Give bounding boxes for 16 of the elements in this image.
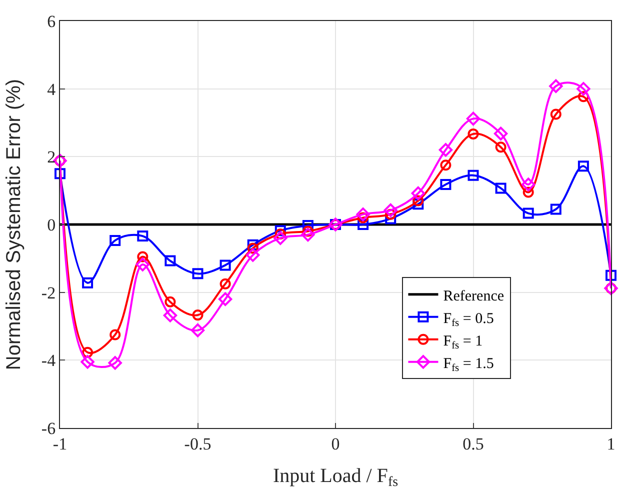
legend-label: Reference	[443, 288, 504, 304]
x-axis-title: Input Load / F$_{fs}$	[272, 464, 398, 490]
y-axis-title: Normalised Systematic Error (%)	[2, 78, 25, 370]
y-tick-label: -4	[41, 351, 56, 370]
legend-label: F$_{fs}$ = 1	[443, 333, 483, 352]
x-tick-label: -0.5	[184, 434, 212, 454]
legend-label: F$_{fs}$ = 0.5	[443, 310, 494, 329]
x-tick-label: 0.5	[462, 434, 484, 454]
x-tick-label: 0	[331, 434, 340, 454]
y-tick-label: -2	[41, 283, 56, 302]
x-tick-label: 1	[606, 434, 616, 454]
legend-label: F$_{fs}$ = 1.5	[443, 356, 494, 374]
y-tick-label: 2	[47, 148, 56, 167]
y-tick-label: 0	[47, 215, 56, 234]
y-tick-label: 6	[47, 12, 56, 31]
y-tick-label: 4	[47, 80, 56, 99]
